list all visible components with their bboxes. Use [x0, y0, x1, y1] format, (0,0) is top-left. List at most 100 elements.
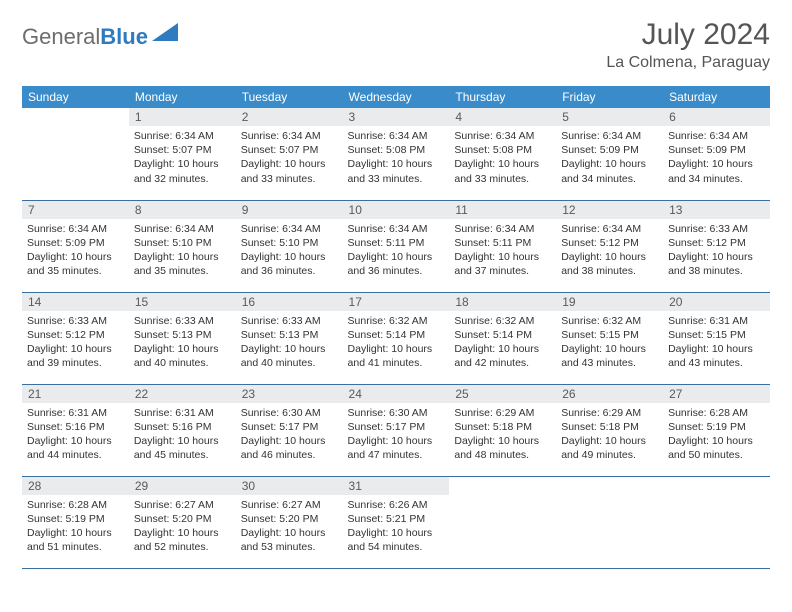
day-number: 10	[343, 201, 450, 219]
day-number: 24	[343, 385, 450, 403]
daylight-line: Daylight: 10 hours and 36 minutes.	[241, 250, 338, 278]
day-details: Sunrise: 6:34 AMSunset: 5:09 PMDaylight:…	[556, 126, 663, 190]
daylight-line: Daylight: 10 hours and 41 minutes.	[348, 342, 445, 370]
sunrise-line: Sunrise: 6:34 AM	[241, 222, 338, 236]
sunrise-line: Sunrise: 6:29 AM	[454, 406, 551, 420]
day-cell: 28Sunrise: 6:28 AMSunset: 5:19 PMDayligh…	[22, 476, 129, 568]
day-cell: 25Sunrise: 6:29 AMSunset: 5:18 PMDayligh…	[449, 384, 556, 476]
day-cell: 26 Sunrise: 6:29 AMSunset: 5:18 PMDayligh…	[556, 384, 663, 476]
sunrise-line: Sunrise: 6:34 AM	[454, 129, 551, 143]
day-number: 28	[22, 477, 129, 495]
sunrise-line: Sunrise: 6:27 AM	[134, 498, 231, 512]
daylight-line: Daylight: 10 hours and 33 minutes.	[454, 157, 551, 185]
sunset-line: Sunset: 5:20 PM	[134, 512, 231, 526]
day-number: 25	[449, 385, 556, 403]
sunset-line: Sunset: 5:08 PM	[454, 143, 551, 157]
weekday-header: Thursday	[449, 86, 556, 108]
empty-cell	[449, 476, 556, 568]
sunrise-line: Sunrise: 6:34 AM	[348, 222, 445, 236]
day-details: Sunrise: 6:34 AMSunset: 5:10 PMDaylight:…	[129, 219, 236, 283]
sunrise-line: Sunrise: 6:34 AM	[561, 222, 658, 236]
sunrise-line: Sunrise: 6:32 AM	[454, 314, 551, 328]
sunset-line: Sunset: 5:09 PM	[27, 236, 124, 250]
daylight-line: Daylight: 10 hours and 32 minutes.	[134, 157, 231, 185]
sunset-line: Sunset: 5:12 PM	[561, 236, 658, 250]
weekday-header: Sunday	[22, 86, 129, 108]
sunset-line: Sunset: 5:16 PM	[27, 420, 124, 434]
sunrise-line: Sunrise: 6:34 AM	[134, 129, 231, 143]
weekday-header: Saturday	[663, 86, 770, 108]
day-details: Sunrise: 6:31 AMSunset: 5:16 PMDaylight:…	[22, 403, 129, 467]
logo-text-general: General	[22, 24, 100, 50]
daylight-line: Daylight: 10 hours and 49 minutes.	[561, 434, 658, 462]
sunset-line: Sunset: 5:21 PM	[348, 512, 445, 526]
day-cell: 2Sunrise: 6:34 AMSunset: 5:07 PMDaylight…	[236, 108, 343, 200]
day-number: 21	[22, 385, 129, 403]
day-cell: 18Sunrise: 6:32 AMSunset: 5:14 PMDayligh…	[449, 292, 556, 384]
day-details: Sunrise: 6:33 AMSunset: 5:13 PMDaylight:…	[129, 311, 236, 375]
empty-cell	[22, 108, 129, 200]
logo-text-blue: Blue	[100, 24, 148, 50]
sunrise-line: Sunrise: 6:33 AM	[27, 314, 124, 328]
sunset-line: Sunset: 5:08 PM	[348, 143, 445, 157]
calendar-row: 21Sunrise: 6:31 AMSunset: 5:16 PMDayligh…	[22, 384, 770, 476]
day-cell: 20Sunrise: 6:31 AMSunset: 5:15 PMDayligh…	[663, 292, 770, 384]
sunset-line: Sunset: 5:13 PM	[134, 328, 231, 342]
daylight-line: Daylight: 10 hours and 33 minutes.	[348, 157, 445, 185]
sunset-line: Sunset: 5:19 PM	[27, 512, 124, 526]
day-details: Sunrise: 6:34 AMSunset: 5:09 PMDaylight:…	[663, 126, 770, 190]
daylight-line: Daylight: 10 hours and 47 minutes.	[348, 434, 445, 462]
day-number: 17	[343, 293, 450, 311]
day-details: Sunrise: 6:34 AMSunset: 5:07 PMDaylight:…	[129, 126, 236, 190]
day-number: 31	[343, 477, 450, 495]
day-cell: 14Sunrise: 6:33 AMSunset: 5:12 PMDayligh…	[22, 292, 129, 384]
sunrise-line: Sunrise: 6:29 AM	[561, 406, 658, 420]
sunset-line: Sunset: 5:14 PM	[454, 328, 551, 342]
sunrise-line: Sunrise: 6:34 AM	[561, 129, 658, 143]
sunrise-line: Sunrise: 6:31 AM	[134, 406, 231, 420]
daylight-line: Daylight: 10 hours and 43 minutes.	[668, 342, 765, 370]
sunset-line: Sunset: 5:13 PM	[241, 328, 338, 342]
sunrise-line: Sunrise: 6:34 AM	[27, 222, 124, 236]
sunrise-line: Sunrise: 6:30 AM	[241, 406, 338, 420]
day-number: 15	[129, 293, 236, 311]
day-number: 2	[236, 108, 343, 126]
day-details: Sunrise: 6:34 AMSunset: 5:11 PMDaylight:…	[343, 219, 450, 283]
daylight-line: Daylight: 10 hours and 37 minutes.	[454, 250, 551, 278]
logo-triangle-icon	[152, 23, 178, 41]
day-details: Sunrise: 6:29 AMSunset: 5:18 PMDaylight:…	[449, 403, 556, 467]
sunset-line: Sunset: 5:09 PM	[561, 143, 658, 157]
day-cell: 9Sunrise: 6:34 AMSunset: 5:10 PMDaylight…	[236, 200, 343, 292]
sunset-line: Sunset: 5:15 PM	[668, 328, 765, 342]
day-cell: 3Sunrise: 6:34 AMSunset: 5:08 PMDaylight…	[343, 108, 450, 200]
calendar-head: SundayMondayTuesdayWednesdayThursdayFrid…	[22, 86, 770, 108]
daylight-line: Daylight: 10 hours and 48 minutes.	[454, 434, 551, 462]
day-details: Sunrise: 6:26 AMSunset: 5:21 PMDaylight:…	[343, 495, 450, 559]
sunrise-line: Sunrise: 6:32 AM	[348, 314, 445, 328]
day-number: 19	[556, 293, 663, 311]
day-cell: 23Sunrise: 6:30 AMSunset: 5:17 PMDayligh…	[236, 384, 343, 476]
sunset-line: Sunset: 5:14 PM	[348, 328, 445, 342]
daylight-line: Daylight: 10 hours and 45 minutes.	[134, 434, 231, 462]
day-cell: 24Sunrise: 6:30 AMSunset: 5:17 PMDayligh…	[343, 384, 450, 476]
weekday-header: Monday	[129, 86, 236, 108]
sunset-line: Sunset: 5:09 PM	[668, 143, 765, 157]
day-number: 30	[236, 477, 343, 495]
day-number: 4	[449, 108, 556, 126]
calendar-row: 28Sunrise: 6:28 AMSunset: 5:19 PMDayligh…	[22, 476, 770, 568]
weekday-header: Friday	[556, 86, 663, 108]
day-number: 3	[343, 108, 450, 126]
sunrise-line: Sunrise: 6:26 AM	[348, 498, 445, 512]
day-cell: 4 Sunrise: 6:34 AMSunset: 5:08 PMDaylight…	[449, 108, 556, 200]
day-number: 26	[556, 385, 663, 403]
day-details: Sunrise: 6:31 AMSunset: 5:16 PMDaylight:…	[129, 403, 236, 467]
sunrise-line: Sunrise: 6:32 AM	[561, 314, 658, 328]
day-cell: 27Sunrise: 6:28 AMSunset: 5:19 PMDayligh…	[663, 384, 770, 476]
day-details: Sunrise: 6:34 AMSunset: 5:11 PMDaylight:…	[449, 219, 556, 283]
day-details: Sunrise: 6:32 AMSunset: 5:14 PMDaylight:…	[449, 311, 556, 375]
day-details: Sunrise: 6:33 AMSunset: 5:12 PMDaylight:…	[663, 219, 770, 283]
day-number: 7	[22, 201, 129, 219]
day-cell: 30Sunrise: 6:27 AMSunset: 5:20 PMDayligh…	[236, 476, 343, 568]
daylight-line: Daylight: 10 hours and 36 minutes.	[348, 250, 445, 278]
sunset-line: Sunset: 5:18 PM	[561, 420, 658, 434]
